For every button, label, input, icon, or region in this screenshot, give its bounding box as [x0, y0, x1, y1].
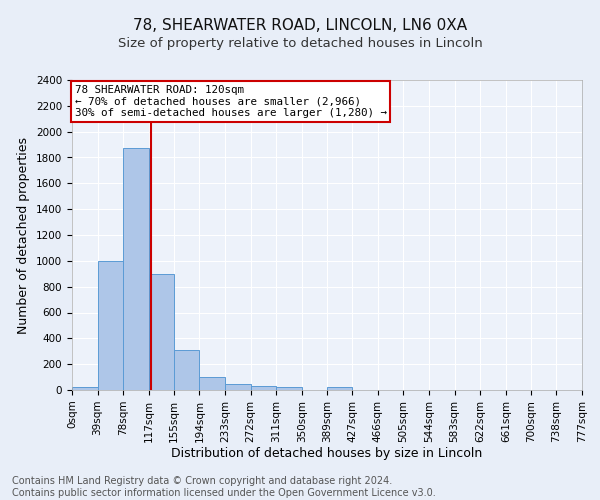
Text: 78, SHEARWATER ROAD, LINCOLN, LN6 0XA: 78, SHEARWATER ROAD, LINCOLN, LN6 0XA	[133, 18, 467, 32]
Bar	[225, 384, 251, 390]
Bar	[328, 388, 352, 390]
Bar	[72, 388, 98, 390]
Bar	[251, 386, 276, 390]
Text: 78 SHEARWATER ROAD: 120sqm
← 70% of detached houses are smaller (2,966)
30% of s: 78 SHEARWATER ROAD: 120sqm ← 70% of deta…	[74, 84, 386, 118]
Bar	[123, 148, 149, 390]
Bar	[174, 350, 199, 390]
Text: Size of property relative to detached houses in Lincoln: Size of property relative to detached ho…	[118, 38, 482, 51]
X-axis label: Distribution of detached houses by size in Lincoln: Distribution of detached houses by size …	[172, 448, 482, 460]
Bar	[199, 377, 225, 390]
Y-axis label: Number of detached properties: Number of detached properties	[17, 136, 31, 334]
Bar	[149, 274, 174, 390]
Text: Contains HM Land Registry data © Crown copyright and database right 2024.
Contai: Contains HM Land Registry data © Crown c…	[12, 476, 436, 498]
Bar	[98, 261, 123, 390]
Bar	[276, 387, 302, 390]
